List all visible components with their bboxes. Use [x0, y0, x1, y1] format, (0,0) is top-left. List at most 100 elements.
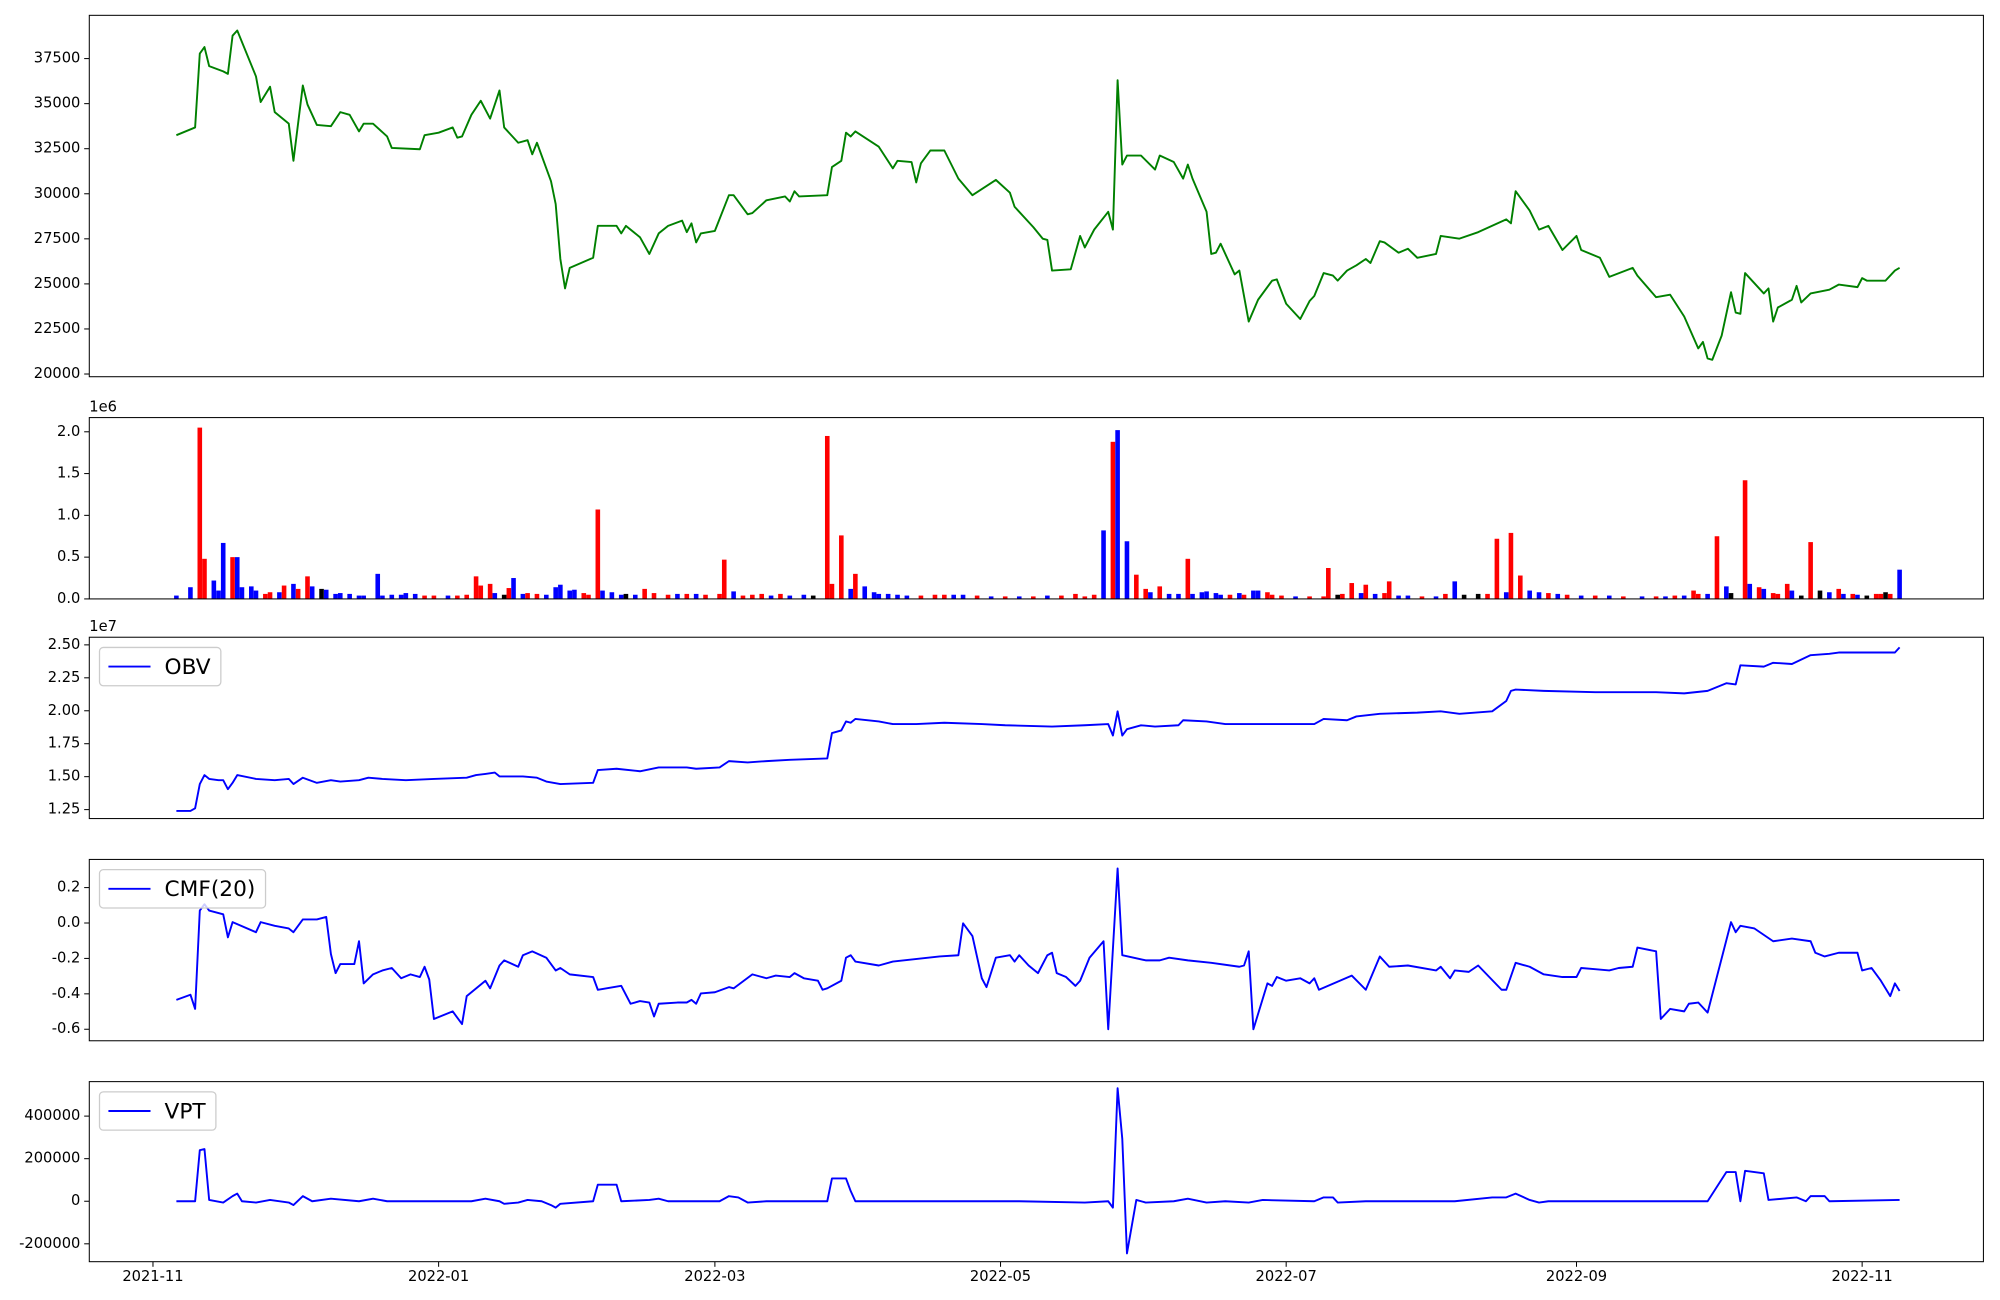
bar [885, 593, 891, 599]
bar [295, 588, 301, 599]
bar [581, 593, 587, 599]
line [176, 646, 1901, 812]
y-tick-label: 1.25 [48, 801, 81, 818]
bar [1578, 595, 1584, 599]
bar [1134, 574, 1139, 599]
bar [1663, 596, 1668, 599]
bar [801, 594, 807, 599]
bar [487, 583, 493, 599]
bar [464, 594, 470, 599]
bar [277, 592, 282, 599]
bar [337, 593, 343, 599]
bar [740, 595, 746, 599]
bar [1850, 593, 1856, 599]
bar [600, 590, 605, 599]
bar [1747, 583, 1753, 599]
bar [501, 594, 507, 599]
bar [1475, 593, 1481, 599]
bar [1124, 541, 1130, 599]
bar [319, 588, 324, 599]
bar [1770, 593, 1776, 599]
bar [1372, 593, 1378, 599]
bar [665, 594, 671, 599]
bar [1279, 595, 1284, 599]
bar [1452, 581, 1458, 599]
bar [1808, 542, 1813, 599]
bar [211, 580, 217, 599]
bar [1269, 594, 1275, 599]
bar [403, 593, 409, 599]
bar [1382, 593, 1387, 599]
bar [1443, 593, 1448, 599]
legend-box [98, 646, 222, 687]
axes-frame [88, 1081, 1984, 1263]
bar [824, 435, 830, 599]
bar [520, 593, 526, 599]
bar [572, 589, 577, 599]
bar [1775, 593, 1781, 599]
bar [1518, 575, 1523, 599]
bar [1724, 586, 1729, 599]
bar [1653, 596, 1659, 599]
bar [249, 586, 254, 599]
x-tick-label: 2022-09 [1546, 1268, 1607, 1285]
bar [291, 583, 296, 599]
bar [1143, 588, 1148, 599]
bar [281, 585, 287, 599]
bar [1508, 532, 1514, 599]
bar [1326, 568, 1331, 599]
bar [380, 595, 385, 599]
y-tick-label: 2.25 [48, 669, 81, 686]
x-tick-label: 2022-11 [1832, 1268, 1893, 1285]
bar [1115, 430, 1120, 599]
y-tick-label: 30000 [34, 185, 81, 202]
bar [1555, 593, 1561, 599]
bar [1592, 595, 1598, 599]
legend-box [98, 869, 267, 909]
bar [1293, 596, 1298, 599]
bar [1386, 581, 1392, 599]
line [176, 29, 1901, 361]
bar [1672, 595, 1678, 599]
bar [951, 594, 956, 599]
bar [309, 586, 315, 599]
bar [422, 595, 427, 599]
bar [750, 594, 755, 599]
axes-frame [88, 636, 1984, 820]
axes-frame [88, 14, 1984, 378]
bar [1101, 530, 1106, 599]
bar [1419, 596, 1425, 599]
bar [717, 593, 722, 599]
bar [1433, 596, 1439, 599]
bar [1340, 593, 1345, 599]
y-tick-label: 20000 [34, 365, 81, 382]
bar [202, 558, 207, 599]
y-tick-label: 1.5 [57, 465, 80, 482]
bar [1817, 590, 1823, 599]
bar [263, 593, 268, 599]
bar [230, 557, 235, 599]
bar [305, 576, 310, 599]
bar [1265, 592, 1270, 599]
bar [862, 586, 868, 599]
bar [988, 596, 994, 599]
bar [871, 592, 877, 599]
bar [759, 593, 765, 599]
bar [398, 594, 404, 599]
x-tick-label: 2022-01 [408, 1268, 469, 1285]
y-tick-label: 37500 [34, 50, 81, 67]
y-tick-label: 22500 [34, 320, 81, 337]
bar [1059, 595, 1064, 599]
bar [1836, 588, 1842, 599]
bar [1784, 583, 1790, 599]
bar [651, 593, 657, 599]
bar [375, 573, 381, 599]
bar [253, 590, 259, 599]
bar [768, 595, 774, 599]
bar [595, 509, 601, 599]
bar [1255, 590, 1261, 599]
y-tick-label: -0.6 [52, 1020, 81, 1037]
y-tick-label: 35000 [34, 95, 81, 112]
y-tick-label: -0.2 [52, 949, 81, 966]
